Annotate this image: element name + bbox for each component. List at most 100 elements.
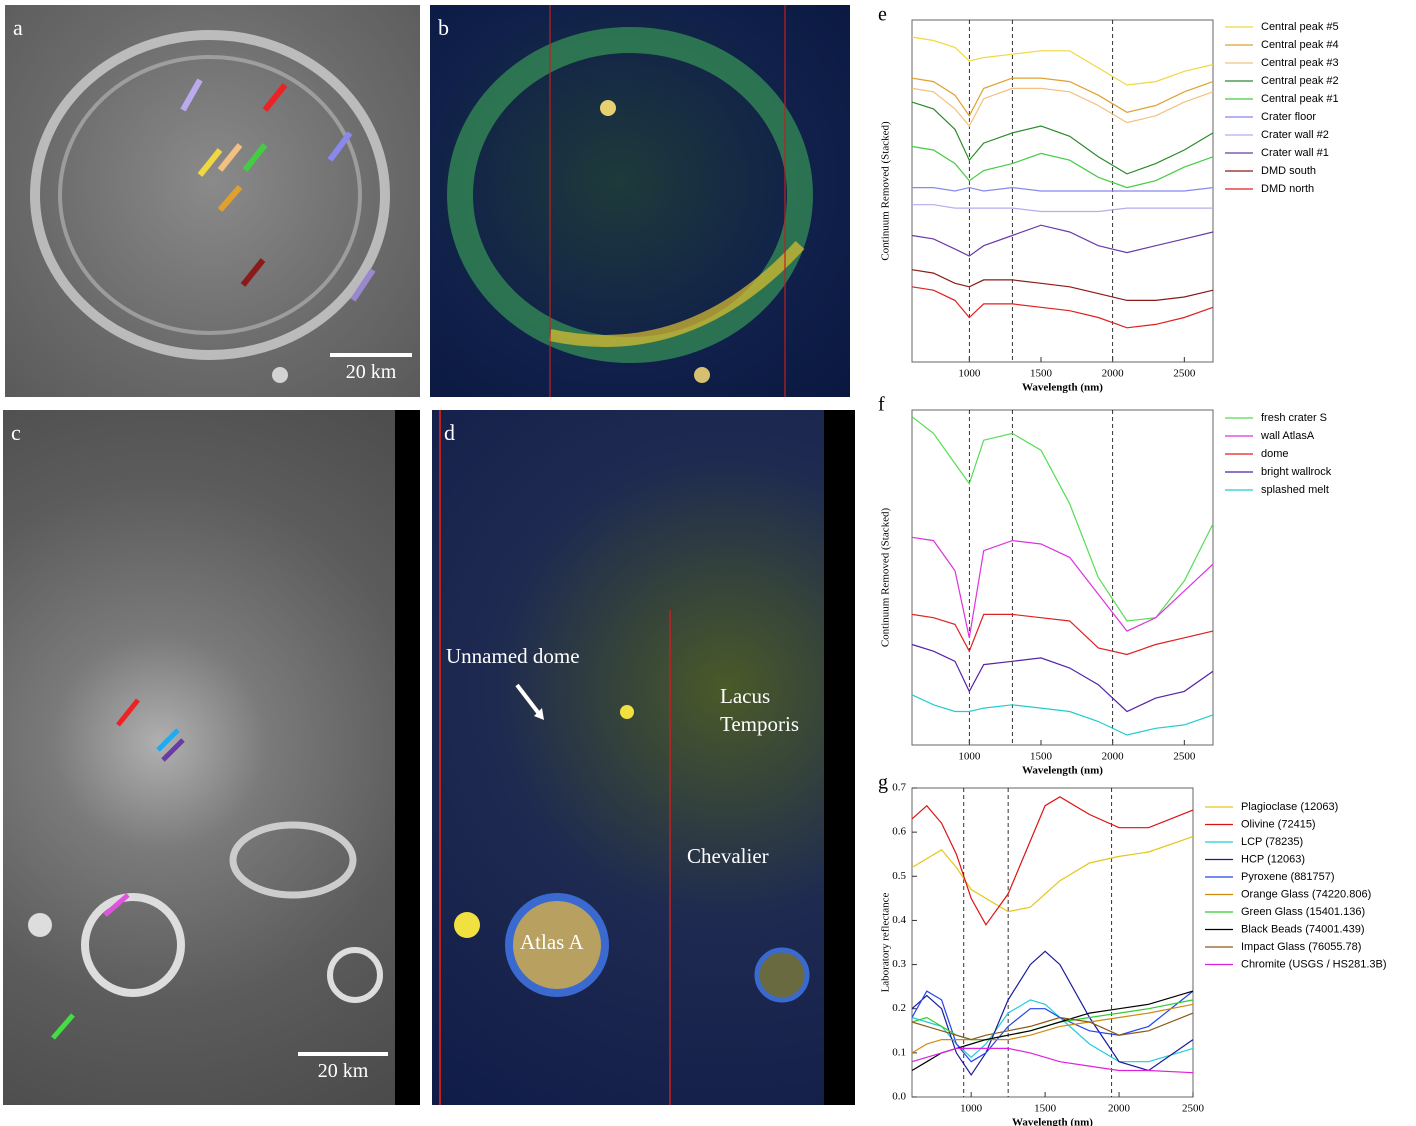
panel-letter: c [11, 420, 21, 445]
x-tick-label: 2500 [1173, 368, 1196, 380]
legend-label: LCP (78235) [1241, 836, 1303, 848]
image-panel-a: a 20 km [5, 5, 420, 397]
spectrum-line [911, 836, 1194, 913]
spectrum-line [911, 145, 1214, 189]
legend-label: Crater wall #2 [1261, 129, 1329, 141]
image-area [3, 410, 395, 1105]
legend-label: Crater wall #1 [1261, 147, 1329, 159]
spectrum-line [911, 224, 1214, 257]
x-tick-label: 1500 [1034, 1103, 1057, 1115]
legend-label: Orange Glass (74220.806) [1241, 888, 1371, 900]
legend-label: Central peak #5 [1261, 21, 1339, 33]
spectrum-line [912, 204, 1213, 213]
x-tick-label: 2500 [1182, 1103, 1205, 1115]
spectrum-line [911, 286, 1214, 329]
spectrum-line [911, 269, 1214, 301]
spectrum-line [911, 1012, 1194, 1041]
legend-label: wall AtlasA [1260, 430, 1315, 442]
plot-frame [911, 19, 1214, 363]
legend-label: Plagioclase (12063) [1241, 801, 1338, 813]
image-panel-b: b [430, 5, 850, 397]
legend-label: splashed melt [1261, 484, 1329, 496]
annotation: Unnamed dome [446, 644, 580, 668]
scale-bar: 20 km [330, 353, 412, 384]
spectrum-line [912, 186, 1214, 192]
image-drawing [28, 698, 383, 1040]
x-tick-label: 2000 [1102, 368, 1125, 380]
annotation: Atlas A [520, 930, 584, 954]
spectrum-line [911, 1003, 1194, 1054]
x-tick-label: 1500 [1030, 368, 1053, 380]
x-tick-label: 2000 [1108, 1103, 1131, 1115]
y-axis-label: Continuum Removed (Stacked) [880, 508, 892, 648]
spectrum-line [911, 990, 1194, 1072]
legend-label: Central peak #1 [1261, 93, 1339, 105]
y-tick-label: 0.3 [892, 958, 906, 970]
legend-label: bright wallrock [1261, 466, 1332, 478]
annotation: Lacus Temporis [720, 684, 800, 736]
y-tick-label: 0.0 [892, 1091, 906, 1103]
spectrum-line [911, 536, 1214, 638]
spectrum-line [911, 613, 1214, 656]
spectrum-line [911, 36, 1214, 86]
legend-label: Central peak #4 [1261, 39, 1339, 51]
panel-label: g [878, 772, 888, 794]
legend-label: Chromite (USGS / HS281.3B) [1241, 958, 1387, 970]
legend-label: Central peak #3 [1261, 57, 1339, 69]
x-axis-label: Wavelength (nm) [1022, 382, 1103, 394]
image-drawing [447, 5, 813, 397]
spectrum-line [911, 999, 1194, 1063]
x-tick-label: 2000 [1102, 751, 1125, 763]
spectrum-line [911, 77, 1214, 117]
y-tick-label: 0.7 [892, 782, 906, 794]
x-tick-label: 1000 [958, 751, 981, 763]
image-panel-d: d Unnamed dome Lacus Temporis Chevalier … [432, 410, 855, 1105]
image-drawing [30, 30, 390, 383]
legend-label: Central peak #2 [1261, 75, 1339, 87]
x-tick-label: 1000 [960, 1103, 983, 1115]
y-tick-label: 0.6 [892, 826, 906, 838]
panel-letter: a [13, 15, 23, 40]
x-tick-label: 1000 [958, 368, 981, 380]
panel-letter: d [444, 420, 455, 445]
y-tick-label: 0.4 [892, 914, 906, 926]
scale-bar: 20 km [298, 1052, 388, 1083]
x-axis-label: Wavelength (nm) [1012, 1117, 1093, 1126]
x-tick-label: 1500 [1030, 751, 1053, 763]
panel-label: e [878, 4, 887, 26]
legend-label: Crater floor [1261, 111, 1316, 123]
spectrum-line [911, 87, 1214, 128]
y-tick-label: 0.5 [892, 870, 906, 882]
legend-label: dome [1261, 448, 1289, 460]
spectrum-line [911, 990, 1194, 1063]
legend-label: Green Glass (15401.136) [1241, 906, 1365, 918]
plot-frame [911, 409, 1214, 746]
legend-label: Black Beads (74001.439) [1241, 923, 1365, 935]
spectrum-line [911, 101, 1214, 175]
legend-label: DMD north [1261, 183, 1314, 195]
legend-label: Impact Glass (76055.78) [1241, 941, 1361, 953]
spectrum-line [911, 416, 1214, 622]
y-axis-label: Laboratory reflectance [880, 892, 892, 992]
legend-label: HCP (12063) [1241, 853, 1305, 865]
spectrum-line [911, 796, 1194, 926]
legend-label: DMD south [1261, 165, 1316, 177]
image-panel-c: c 20 km [3, 410, 420, 1105]
x-axis-label: Wavelength (nm) [1022, 765, 1103, 777]
y-tick-label: 0.2 [892, 1002, 906, 1014]
y-axis-label: Continuum Removed (Stacked) [880, 121, 892, 261]
legend-label: Olivine (72415) [1241, 818, 1316, 830]
plot-frame [911, 787, 1194, 1098]
y-tick-label: 0.1 [892, 1046, 906, 1058]
x-tick-label: 2500 [1173, 751, 1196, 763]
annotation: Chevalier [687, 844, 769, 868]
panel-label: f [878, 394, 885, 416]
spectrum-line [911, 643, 1214, 713]
legend-label: fresh crater S [1261, 412, 1327, 424]
legend-label: Pyroxene (881757) [1241, 871, 1335, 883]
spectrum-line [911, 694, 1214, 736]
spectra-charts: e Wavelength (nm) Continuum Removed (Stack… [878, 4, 1387, 1126]
spectrum-line [911, 950, 1194, 1076]
image-drawing [439, 410, 810, 1105]
